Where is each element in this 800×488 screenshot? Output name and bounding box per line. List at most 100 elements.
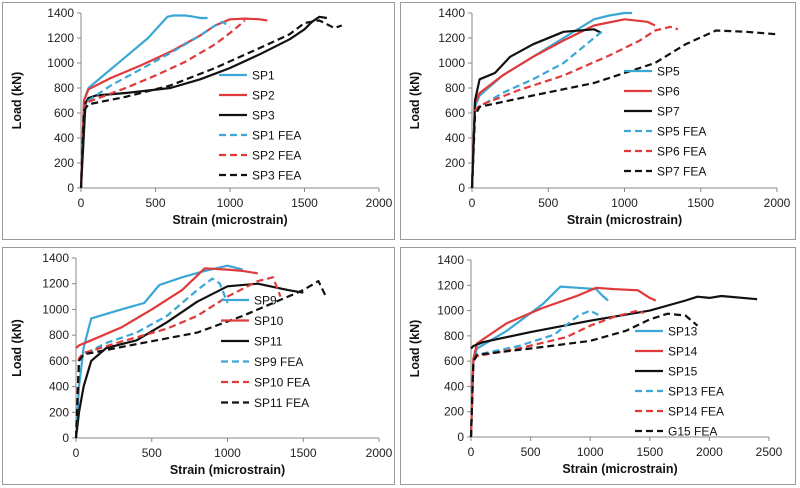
series-line-sp7-fea — [470, 29, 778, 189]
y-tick-label: 600 — [445, 106, 465, 120]
series-line-sp9 — [74, 264, 243, 439]
y-tick-label: 1200 — [437, 278, 464, 292]
y-tick-label: 1200 — [47, 31, 74, 45]
legend-label: SP13 — [668, 325, 698, 339]
y-axis-title: Load (kN) — [10, 319, 24, 377]
chart-panel-bottom-right: 0 200 400 600 800 1000 1200 1400 0 500 1000 1500 200… — [400, 247, 796, 485]
legend-label: SP6 FEA — [657, 145, 706, 159]
y-tick-label: 800 — [444, 329, 464, 343]
series-line-sp10 — [75, 267, 258, 349]
y-tick-label: 200 — [444, 405, 464, 419]
series-line-sp9-fea — [74, 277, 229, 439]
legend-label: SP15 — [668, 365, 698, 379]
legend-label: SP7 FEA — [657, 165, 706, 179]
x-tick-label: 2000 — [696, 445, 723, 459]
series-line-sp1-fea — [79, 20, 231, 189]
y-tick-label: 400 — [49, 380, 69, 394]
series-line-sp11 — [74, 282, 304, 439]
y-tick-label: 200 — [49, 405, 69, 419]
y-tick-label: 1400 — [438, 6, 465, 20]
chart-svg: 0 200 400 600 800 1000 1200 1400 0 500 1000 1500 200… — [10, 251, 393, 477]
y-tick-label: 200 — [54, 156, 74, 170]
x-axis-title: Strain (microstrain) — [567, 213, 682, 227]
legend-label: G15 FEA — [668, 425, 717, 439]
y-tick-label: 400 — [445, 131, 465, 145]
chart-panel-bottom-left: 0 200 400 600 800 1000 1200 1400 0 500 1000 1500 200… — [2, 247, 395, 485]
series-line-sp5 — [470, 11, 633, 189]
x-tick-label: 0 — [468, 445, 475, 459]
legend-label: SP3 — [252, 109, 275, 123]
x-tick-label: 0 — [73, 446, 80, 460]
x-tick-label: 1500 — [687, 196, 714, 210]
y-tick-label: 1400 — [42, 251, 69, 265]
legend-label: SP1 — [252, 69, 275, 83]
x-tick-label: 1500 — [636, 445, 663, 459]
legend-label: SP2 FEA — [252, 149, 301, 163]
legend-label: SP13 FEA — [668, 385, 724, 399]
y-tick-label: 1200 — [42, 277, 69, 291]
y-tick-label: 1000 — [47, 56, 74, 70]
series-line-sp2 — [79, 17, 268, 189]
y-tick-label: 1200 — [438, 31, 465, 45]
y-tick-label: 600 — [444, 354, 464, 368]
x-axis-title: Strain (microstrain) — [170, 463, 285, 477]
legend-label: SP7 — [657, 105, 680, 119]
y-tick-label: 600 — [49, 354, 69, 368]
x-tick-label: 0 — [469, 196, 476, 210]
x-tick-label: 2000 — [764, 196, 791, 210]
x-tick-label: 1500 — [290, 446, 317, 460]
legend-label: SP1 FEA — [252, 129, 301, 143]
y-tick-label: 1000 — [438, 56, 465, 70]
series-line-sp11-fea — [74, 279, 327, 439]
chart-svg: 0 200 400 600 800 1000 1200 1400 0 500 1000 1500 200… — [408, 253, 783, 476]
chart-svg: 0 200 400 600 800 1000 1200 1400 0 500 1000 1500 200… — [10, 6, 393, 227]
x-tick-label: 2000 — [366, 196, 393, 210]
legend-label: SP11 — [254, 335, 283, 349]
series-line-g15-fea — [469, 312, 699, 438]
series-line-sp6 — [470, 18, 656, 189]
y-axis-title: Load (kN) — [408, 72, 422, 130]
series-line-sp2-fea — [79, 19, 246, 189]
x-tick-label: 2500 — [756, 445, 783, 459]
y-tick-label: 1400 — [47, 6, 74, 20]
legend-label: SP5 FEA — [657, 125, 706, 139]
legend-label: SP9 — [254, 294, 277, 308]
x-tick-label: 2000 — [366, 446, 393, 460]
legend-label: SP9 FEA — [254, 355, 303, 369]
legend-label: SP6 — [657, 85, 680, 99]
y-tick-label: 400 — [444, 379, 464, 393]
y-tick-label: 0 — [62, 431, 69, 445]
y-tick-label: 0 — [457, 430, 464, 444]
legend-label: SP14 FEA — [668, 405, 724, 419]
y-tick-label: 600 — [54, 106, 74, 120]
legend-label: SP11 FEA — [254, 396, 309, 410]
y-tick-label: 800 — [54, 81, 74, 95]
legend-label: SP2 — [252, 89, 275, 103]
y-axis-title: Load (kN) — [10, 72, 24, 130]
y-tick-label: 200 — [445, 156, 465, 170]
series-line-sp10-fea — [74, 276, 282, 439]
x-tick-label: 1000 — [214, 446, 241, 460]
x-tick-label: 1000 — [611, 196, 638, 210]
series-line-sp7 — [470, 28, 603, 189]
y-tick-label: 0 — [67, 181, 74, 195]
x-tick-label: 1000 — [217, 196, 244, 210]
y-tick-label: 800 — [49, 328, 69, 342]
chart-panel-top-left: 0 200 400 600 800 1000 1200 1400 0 500 1000 1500 200… — [2, 2, 395, 240]
series-line-sp6-fea — [470, 25, 679, 189]
legend-label: SP14 — [668, 345, 698, 359]
legend-label: SP10 — [254, 314, 284, 328]
legend-label: SP5 — [657, 65, 680, 79]
x-tick-label: 500 — [538, 196, 558, 210]
x-axis-title: Strain (microstrain) — [172, 213, 287, 227]
chart-svg: 0 200 400 600 800 1000 1200 1400 0 500 1000 1500 200… — [408, 6, 791, 227]
chart-panel-top-right: 0 200 400 600 800 1000 1200 1400 0 500 1000 1500 200… — [400, 2, 796, 240]
y-tick-label: 1000 — [437, 304, 464, 318]
legend-label: SP10 FEA — [254, 376, 310, 390]
x-tick-label: 500 — [145, 196, 165, 210]
series-line-sp3-fea — [79, 19, 343, 189]
series-line-sp14 — [469, 286, 657, 438]
x-tick-label: 1500 — [291, 196, 318, 210]
y-tick-label: 0 — [458, 181, 465, 195]
y-tick-label: 1000 — [42, 302, 69, 316]
